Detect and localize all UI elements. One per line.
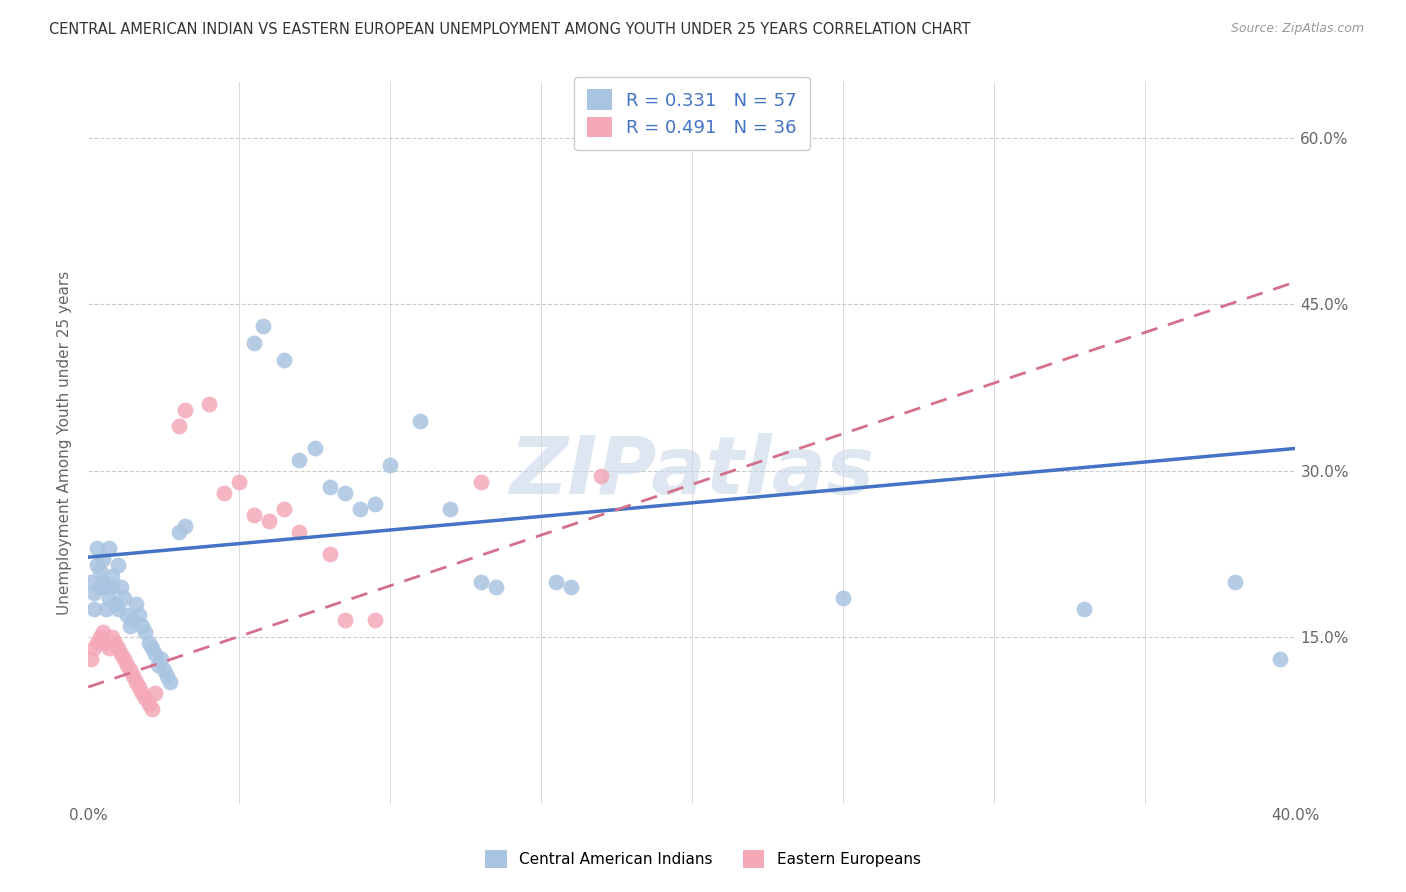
- Point: [89, 564, 111, 578]
- Point: [138, 635, 160, 649]
- Point: [107, 602, 129, 616]
- Point: [364, 497, 387, 511]
- Point: [1073, 602, 1095, 616]
- Point: [98, 641, 121, 656]
- Point: [134, 691, 156, 706]
- Point: [333, 486, 356, 500]
- Point: [80, 574, 103, 589]
- Point: [112, 652, 135, 666]
- Point: [288, 524, 311, 539]
- Point: [122, 614, 145, 628]
- Point: [101, 630, 124, 644]
- Point: [107, 558, 129, 572]
- Point: [288, 452, 311, 467]
- Point: [167, 419, 190, 434]
- Point: [470, 574, 492, 589]
- Point: [110, 647, 132, 661]
- Point: [141, 702, 163, 716]
- Point: [80, 652, 103, 666]
- Point: [212, 486, 235, 500]
- Point: [83, 641, 105, 656]
- Point: [125, 597, 148, 611]
- Point: [156, 669, 179, 683]
- Point: [243, 336, 266, 351]
- Point: [131, 685, 153, 699]
- Point: [104, 597, 127, 611]
- Point: [318, 480, 340, 494]
- Point: [591, 469, 613, 483]
- Point: [349, 502, 371, 516]
- Point: [831, 591, 853, 606]
- Point: [117, 607, 139, 622]
- Point: [134, 624, 156, 639]
- Legend: Central American Indians, Eastern Europeans: Central American Indians, Eastern Europe…: [479, 844, 927, 873]
- Point: [318, 547, 340, 561]
- Point: [128, 680, 150, 694]
- Point: [257, 514, 280, 528]
- Point: [96, 635, 118, 649]
- Point: [228, 475, 250, 489]
- Point: [98, 541, 121, 556]
- Point: [143, 685, 166, 699]
- Point: [91, 624, 114, 639]
- Point: [101, 569, 124, 583]
- Point: [91, 552, 114, 566]
- Point: [117, 657, 139, 672]
- Point: [86, 558, 108, 572]
- Point: [470, 475, 492, 489]
- Point: [149, 652, 172, 666]
- Point: [364, 614, 387, 628]
- Point: [83, 585, 105, 599]
- Point: [252, 319, 274, 334]
- Point: [138, 697, 160, 711]
- Point: [89, 580, 111, 594]
- Legend: R = 0.331   N = 57, R = 0.491   N = 36: R = 0.331 N = 57, R = 0.491 N = 36: [574, 77, 810, 150]
- Point: [1223, 574, 1246, 589]
- Text: ZIPatlas: ZIPatlas: [509, 433, 875, 511]
- Point: [159, 674, 181, 689]
- Point: [167, 524, 190, 539]
- Text: Source: ZipAtlas.com: Source: ZipAtlas.com: [1230, 22, 1364, 36]
- Point: [96, 580, 118, 594]
- Point: [146, 657, 169, 672]
- Point: [86, 541, 108, 556]
- Point: [198, 397, 221, 411]
- Point: [439, 502, 461, 516]
- Point: [560, 580, 582, 594]
- Point: [243, 508, 266, 522]
- Point: [122, 669, 145, 683]
- Point: [110, 580, 132, 594]
- Point: [333, 614, 356, 628]
- Point: [409, 414, 432, 428]
- Y-axis label: Unemployment Among Youth under 25 years: Unemployment Among Youth under 25 years: [58, 271, 72, 615]
- Point: [86, 635, 108, 649]
- Point: [173, 402, 195, 417]
- Point: [378, 458, 401, 472]
- Point: [96, 602, 118, 616]
- Point: [173, 519, 195, 533]
- Point: [141, 641, 163, 656]
- Point: [104, 635, 127, 649]
- Point: [120, 664, 142, 678]
- Point: [91, 574, 114, 589]
- Point: [107, 641, 129, 656]
- Point: [273, 502, 295, 516]
- Point: [131, 619, 153, 633]
- Point: [304, 442, 326, 456]
- Point: [544, 574, 567, 589]
- Point: [273, 352, 295, 367]
- Text: CENTRAL AMERICAN INDIAN VS EASTERN EUROPEAN UNEMPLOYMENT AMONG YOUTH UNDER 25 YE: CENTRAL AMERICAN INDIAN VS EASTERN EUROP…: [49, 22, 970, 37]
- Point: [128, 607, 150, 622]
- Point: [485, 580, 508, 594]
- Point: [120, 619, 142, 633]
- Point: [98, 591, 121, 606]
- Point: [1270, 652, 1292, 666]
- Point: [101, 580, 124, 594]
- Point: [83, 602, 105, 616]
- Point: [152, 664, 174, 678]
- Point: [125, 674, 148, 689]
- Point: [143, 647, 166, 661]
- Point: [89, 630, 111, 644]
- Point: [112, 591, 135, 606]
